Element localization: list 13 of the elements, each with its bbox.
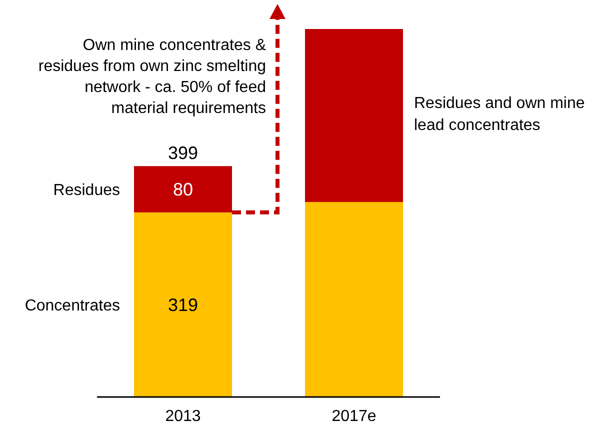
series-label: Residues [53,182,120,199]
annotation: Residues and own mine lead concentrates [414,95,585,134]
series-label: Concentrates [24,297,120,314]
bar [134,212,232,397]
total-label: 399 [168,143,198,164]
bar [305,202,403,397]
data-label: 319 [168,295,198,316]
bar [134,166,232,212]
bar [305,29,403,202]
x-tick-label: 2017e [332,408,376,425]
x-tick-label: 2013 [165,408,201,425]
data-label: 80 [172,180,194,200]
annotation: Own mine concentrates & residues from own zinc smelting network - ca. 50% of feed material requirements [38,37,266,117]
